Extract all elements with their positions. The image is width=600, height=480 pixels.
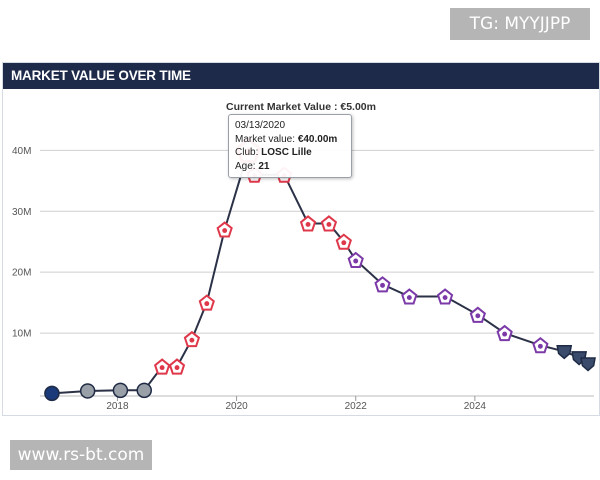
tooltip-value: €40.00m — [297, 133, 338, 145]
tooltip-club-label: Club: — [235, 147, 259, 158]
data-point-crest — [406, 295, 412, 300]
tooltip-value-label: Market value: — [235, 133, 296, 145]
data-point-marker — [79, 383, 96, 399]
tooltip-age-label: Age: — [235, 160, 256, 172]
x-tick-label: 2022 — [345, 401, 368, 412]
y-tick-label: 20M — [12, 268, 31, 279]
data-point-crest — [159, 365, 165, 371]
x-tick-label: 2024 — [464, 401, 487, 412]
data-point-crest — [189, 337, 195, 343]
card-title: MARKET VALUE OVER TIME — [3, 63, 599, 89]
data-point-crest — [305, 222, 311, 227]
data-point-marker — [580, 357, 596, 372]
x-tick-label: 2020 — [225, 401, 248, 412]
watermark-top: TG: MYYJJPP — [450, 8, 590, 40]
data-point-crest — [353, 258, 359, 264]
tooltip-club: LOSC Lille — [261, 147, 312, 158]
data-point-marker — [556, 345, 573, 360]
data-point-crest — [204, 301, 210, 307]
y-tick-label: 30M — [12, 207, 31, 218]
data-point-crest — [174, 365, 180, 371]
data-point-crest — [380, 282, 385, 288]
data-point-crest — [326, 222, 332, 227]
tooltip-club-row: Club: LOSC Lille — [235, 146, 345, 160]
data-point-crest — [222, 228, 228, 233]
y-tick-label: 40M — [12, 146, 31, 157]
data-point-marker — [44, 385, 60, 402]
chart-tooltip: 03/13/2020 Market value: €40.00m Club: L… — [228, 114, 352, 178]
data-point-crest — [537, 343, 543, 349]
tooltip-date: 03/13/2020 — [235, 120, 286, 131]
tooltip-age-row: Age: 21 — [235, 160, 345, 174]
tooltip-value-row: Market value: €40.00m — [235, 133, 345, 147]
chart-title: Current Market Value : €5.00m — [226, 101, 376, 113]
data-point-marker — [112, 382, 129, 399]
data-point-crest — [341, 240, 347, 246]
data-point-marker — [136, 382, 152, 399]
x-tick-label: 2018 — [106, 401, 129, 412]
watermark-bottom: www.rs-bt.com — [10, 440, 152, 470]
y-tick-label: 10M — [12, 329, 31, 340]
tooltip-age: 21 — [258, 160, 270, 172]
data-point-crest — [475, 313, 481, 319]
data-point-crest — [442, 295, 448, 300]
data-point-crest — [502, 331, 508, 337]
